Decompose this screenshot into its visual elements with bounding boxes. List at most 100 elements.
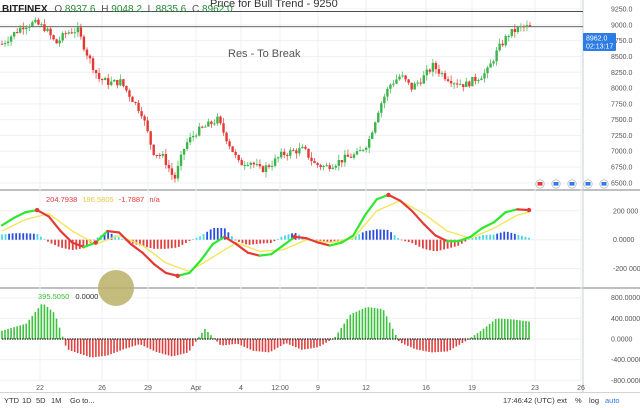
- candle-body: [61, 33, 64, 41]
- candle-body: [107, 78, 110, 85]
- candle-body: [483, 73, 486, 79]
- osc2-hist-bar: [225, 339, 227, 346]
- candle-body: [249, 162, 253, 165]
- candle-body: [225, 132, 228, 142]
- osc1-hist-bar: [185, 239, 187, 243]
- osc2-hist-bar: [146, 339, 149, 348]
- candle-body: [207, 121, 210, 127]
- osc1-hist-bar: [61, 239, 64, 248]
- candle-body: [188, 137, 192, 143]
- candle-body: [486, 67, 489, 74]
- osc2-hist-bar: [37, 308, 40, 339]
- osc2-hist-bar: [407, 339, 409, 346]
- osc1-hist-bar: [18, 233, 21, 240]
- osc2-hist-bar: [282, 339, 285, 345]
- osc2-hist-bar: [382, 310, 385, 339]
- osc1-hist-bar: [68, 239, 71, 250]
- osc2-hist-bar: [73, 339, 76, 352]
- percent-toggle[interactable]: %: [575, 396, 582, 405]
- osc1-fast-segment: [153, 263, 168, 275]
- osc1-fast-segment: [469, 227, 484, 238]
- osc1-hist-bar: [85, 239, 88, 246]
- candle-body: [198, 126, 201, 136]
- candle-body: [525, 25, 529, 27]
- osc2-hist-bar: [298, 339, 300, 349]
- osc1-hist-bar: [223, 228, 226, 240]
- osc1-fast-segment: [422, 222, 437, 237]
- indicator2-value-2: 0.0000: [75, 292, 99, 301]
- osc1-hist-bar: [439, 239, 442, 251]
- osc2-tick-label: -800.0000: [611, 378, 640, 385]
- osc1-hist-bar: [379, 229, 382, 240]
- osc2-hist-bar: [404, 339, 406, 345]
- osc1-hist-bar: [110, 233, 113, 240]
- osc1-fast-segment: [317, 241, 332, 247]
- price-tick-label: 7750.0: [611, 101, 633, 108]
- osc1-hist-bar: [64, 239, 67, 249]
- osc1-hist-bar: [478, 235, 481, 240]
- time-axis[interactable]: 22 26 29 Apr 4 12:00 9 12 16 19 23 26: [36, 385, 585, 392]
- candle-body: [161, 154, 165, 156]
- candle-body: [328, 165, 331, 170]
- ext-toggle[interactable]: ext: [557, 396, 568, 405]
- osc2-hist-bar: [525, 321, 527, 339]
- osc2-hist-bar: [185, 339, 188, 353]
- osc2-hist-bar: [176, 339, 179, 356]
- range-ytd-button[interactable]: YTD: [4, 396, 19, 405]
- osc1-hist-bar: [482, 235, 484, 240]
- range-1m-button[interactable]: 1M: [51, 396, 62, 405]
- price-candles: [0, 17, 532, 183]
- osc1-hist-bar: [510, 232, 513, 240]
- osc2-hist-bar: [349, 314, 352, 339]
- osc1-fast-segment: [434, 234, 449, 243]
- candle-body: [477, 80, 480, 82]
- candle-body: [380, 103, 383, 113]
- goto-button[interactable]: Go to...: [70, 396, 95, 405]
- event-flags[interactable]: [535, 179, 609, 189]
- candle-body: [283, 151, 286, 156]
- osc2-hist-bar: [337, 332, 339, 339]
- log-toggle[interactable]: log: [589, 396, 600, 405]
- osc2-hist-bar: [434, 339, 436, 353]
- symbol-header: BITFINEX O 8937.6 H 9048.2 L 8835.6 C 89…: [2, 4, 236, 15]
- candle-body: [437, 69, 441, 74]
- event-flag-icon: [537, 182, 543, 186]
- osc2-hist-bar: [497, 318, 500, 339]
- osc2-hist-bar: [307, 339, 309, 349]
- candle-body: [459, 84, 462, 86]
- range-1d-button[interactable]: 1D: [22, 396, 32, 405]
- osc2-hist-bar: [279, 339, 282, 347]
- osc2-hist-bar: [104, 339, 106, 356]
- candle-body: [401, 75, 404, 77]
- osc1-hist-bar: [220, 228, 223, 240]
- osc1-hist-bar: [266, 239, 269, 244]
- candle-body: [134, 102, 137, 104]
- osc2-hist-bar: [413, 339, 415, 349]
- price-axes[interactable]: 9250.0 9000.0 8750.0 8500.0 8250.0 8000.0 7750…: [611, 7, 640, 385]
- osc2-hist-bar: [161, 339, 164, 354]
- candle-body: [434, 62, 438, 70]
- auto-toggle[interactable]: auto: [605, 396, 620, 405]
- osc1-cross-dot: [526, 207, 532, 213]
- osc1-hist-bar: [333, 239, 336, 243]
- range-5d-button[interactable]: 5D: [36, 396, 46, 405]
- price-tick-label: 8250.0: [611, 70, 633, 77]
- osc1-hist-bar: [460, 239, 463, 244]
- price-tick-label: 7500.0: [611, 117, 633, 124]
- osc2-hist-bar: [198, 337, 200, 339]
- candle-body: [452, 83, 456, 85]
- osc1-hist-bar: [181, 239, 184, 245]
- candle-body: [201, 126, 204, 128]
- osc1-cross-dot: [34, 207, 40, 213]
- candle-body: [149, 131, 152, 145]
- osc1-hist-bar: [319, 239, 322, 242]
- symbol-name[interactable]: BITFINEX: [2, 4, 48, 15]
- price-tick-label: 8750.0: [611, 38, 633, 45]
- osc2-hist-bar: [116, 339, 118, 352]
- candle-body: [446, 79, 450, 82]
- osc2-hist-bar: [119, 339, 121, 351]
- osc1-cross-dot: [292, 234, 297, 240]
- osc2-hist-bar: [237, 339, 240, 345]
- price-tick-label: 8000.0: [611, 86, 633, 93]
